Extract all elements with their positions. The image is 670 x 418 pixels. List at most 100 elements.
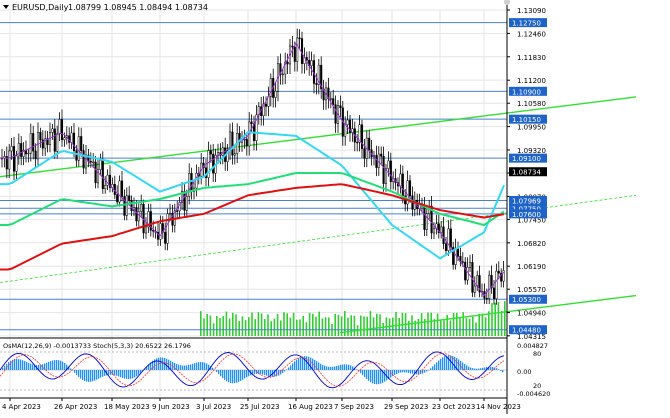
osma-bar [370, 370, 372, 383]
osma-bar [428, 369, 430, 371]
osma-bar [20, 359, 22, 370]
osma-bar [424, 370, 426, 373]
osma-bar [350, 365, 352, 370]
osma-bar [12, 359, 14, 370]
osma-bar [34, 364, 36, 370]
osma-bar [388, 370, 390, 379]
osma-bar [402, 370, 404, 373]
volume-bar [417, 318, 420, 336]
candle-body [461, 261, 464, 263]
osma-bar [260, 370, 262, 375]
volume-bar [328, 317, 330, 336]
osma-bar [442, 357, 444, 370]
candle-body [444, 243, 448, 251]
osma-bar [178, 364, 180, 370]
osma-bar [42, 364, 44, 370]
osma-bar [334, 366, 336, 370]
osma-bar [324, 365, 326, 370]
osma-bar [414, 370, 416, 375]
candle-body [502, 270, 505, 282]
volume-bar [228, 318, 231, 336]
candle-body [92, 161, 95, 164]
date-tick-label: 29 Sep 2023 [384, 403, 428, 411]
candle-body [250, 121, 253, 124]
candle-body [149, 211, 152, 231]
osma-bar [406, 370, 408, 373]
candle-body [17, 143, 20, 157]
volume-bar [353, 315, 356, 336]
chevron-down-icon[interactable] [3, 5, 9, 9]
candle-body [464, 261, 467, 281]
volume-bar [203, 318, 205, 336]
volume-bar [267, 314, 269, 336]
candle-body [375, 155, 378, 168]
volume-bar [376, 313, 378, 336]
osma-bar [52, 360, 54, 370]
price-tick-label: 1.05570 [517, 286, 546, 294]
candle-body [195, 173, 198, 189]
osma-bar [14, 359, 16, 370]
osma-bar [216, 370, 218, 372]
osma-bar [376, 370, 378, 385]
fast-ma-line [0, 41, 505, 297]
volume-bar [302, 315, 304, 336]
candle-body [262, 103, 265, 117]
candle-body [63, 137, 66, 141]
candle-body [140, 204, 143, 212]
candle-body [399, 173, 402, 187]
candle-body [185, 196, 188, 211]
volume-bar [491, 303, 493, 336]
candle-body [348, 119, 352, 133]
candle-body [125, 195, 128, 216]
trend-line [0, 194, 637, 283]
volume-bar [388, 318, 391, 336]
osma-bar [412, 370, 414, 374]
osma-bar [322, 364, 324, 370]
osma-bar [268, 370, 270, 377]
osma-bar [318, 362, 320, 370]
osma-bar [438, 360, 440, 370]
candle-body [382, 156, 385, 184]
candle-body [226, 150, 229, 162]
candle-body [20, 143, 23, 157]
osma-bar [404, 370, 406, 373]
volume-bar [462, 312, 464, 336]
volume-bar [427, 312, 429, 336]
candle-body [473, 285, 476, 293]
candle-body [209, 150, 212, 155]
date-tick-label: 14 Nov 2023 [476, 403, 521, 411]
candle-body [296, 37, 299, 62]
osma-bar [374, 370, 376, 384]
osma-bar [262, 370, 264, 375]
candle-body [101, 159, 104, 190]
osma-bar [224, 370, 226, 380]
osma-bar [134, 370, 136, 378]
candle-body [454, 248, 457, 265]
candle-body [274, 91, 277, 98]
osma-bar [434, 364, 436, 370]
candle-body [488, 274, 491, 299]
osma-bar [342, 364, 344, 370]
candle-body [423, 205, 426, 230]
osma-bar [146, 366, 148, 370]
candle-body [207, 150, 210, 178]
osma-bar [196, 362, 198, 370]
osma-bar [74, 370, 76, 373]
candle-body [495, 270, 498, 300]
volume-bar [433, 319, 436, 336]
volume-bar [286, 313, 288, 336]
osma-bar [270, 370, 272, 377]
osma-bar [218, 370, 220, 375]
osma-bar [228, 370, 230, 383]
osma-bar [122, 370, 124, 378]
price-tick-label: 1.04315 [517, 333, 546, 341]
osma-bar [18, 359, 20, 370]
candle-body [317, 64, 320, 85]
candle-body [137, 211, 140, 222]
candle-body [363, 148, 366, 159]
volume-bar [465, 318, 468, 336]
volume-bar [504, 301, 506, 336]
volume-bar [232, 312, 234, 336]
